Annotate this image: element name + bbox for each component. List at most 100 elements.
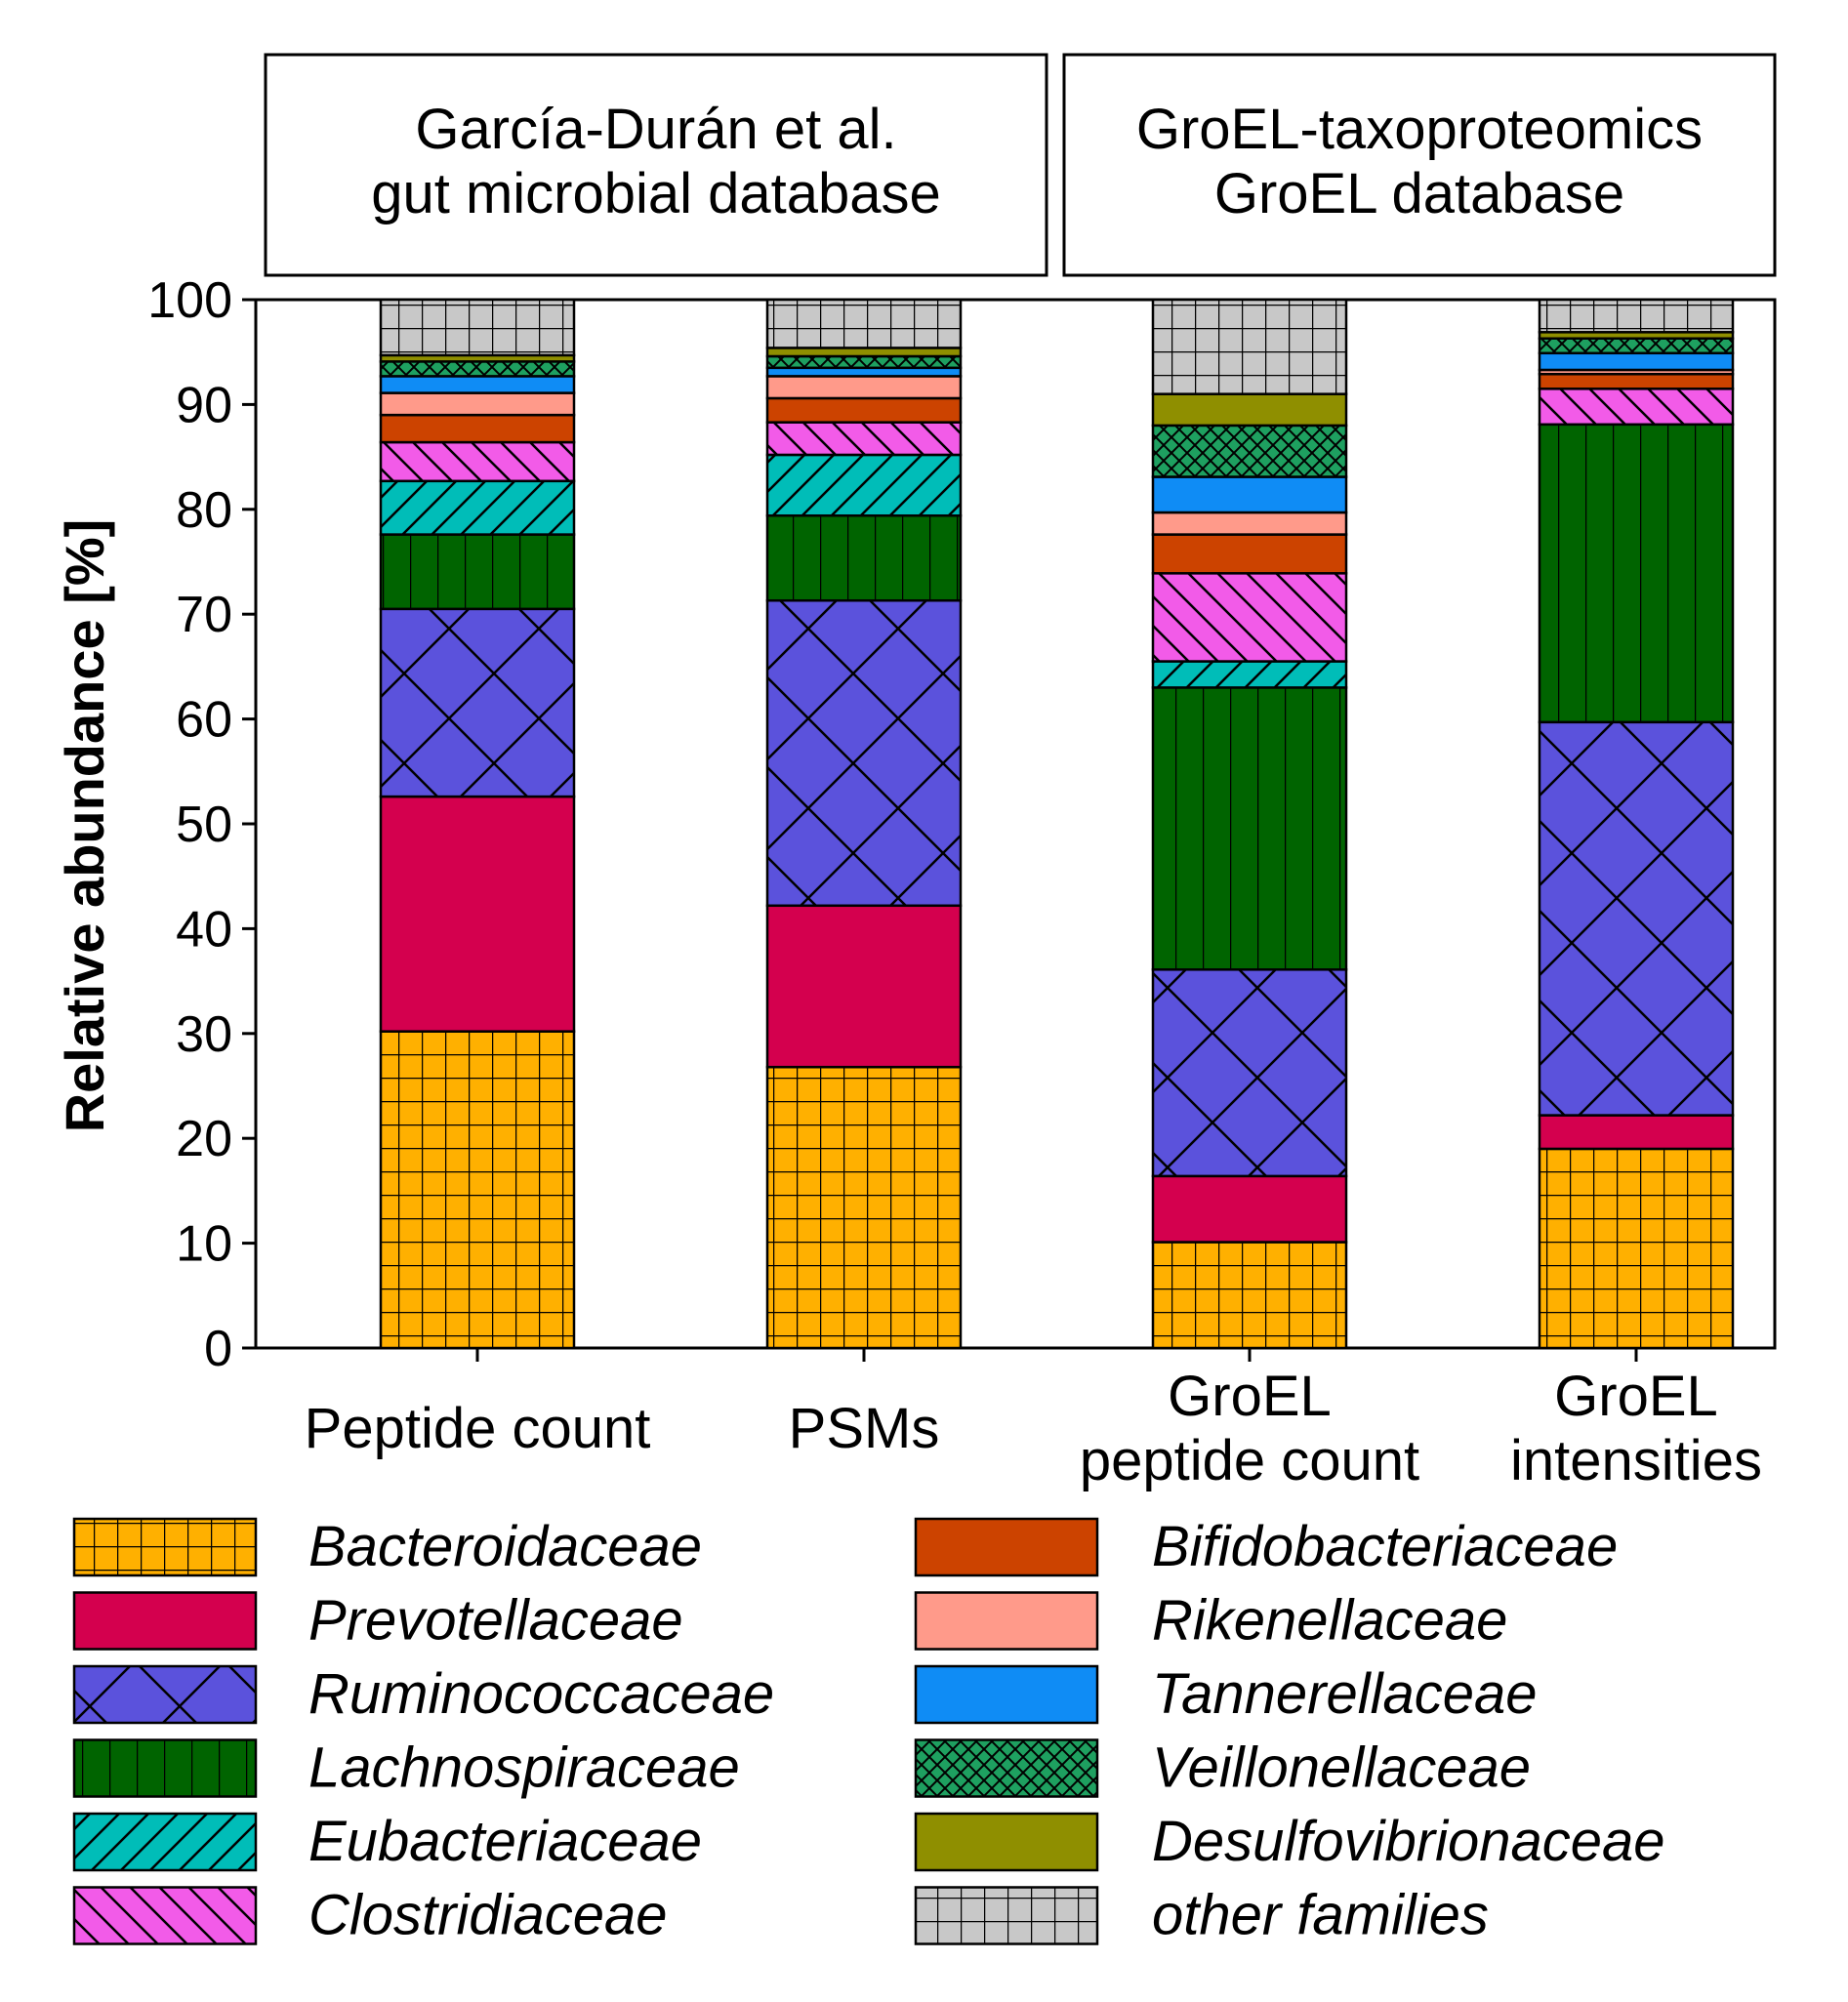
y-tick-label-40: 40 <box>176 901 232 958</box>
bar-1-ruminococcaceae-pattern <box>381 608 574 797</box>
x-category-label-2-line-1: PSMs <box>789 1397 940 1460</box>
legend-swatch-eubacteriaceae-outline <box>72 1812 258 1872</box>
bar-3-lachnospiraceae-pattern <box>1153 687 1346 970</box>
y-tick-label-10: 10 <box>176 1216 232 1273</box>
legend-swatch-clostridiaceae-pattern <box>74 1887 256 1944</box>
x-category-label-1-line-1: Peptide count <box>305 1397 651 1460</box>
legend-swatch-tannerellaceae-outline <box>914 1664 1099 1725</box>
bar-1-clostridiaceae-pattern <box>381 442 574 481</box>
legend-swatch-bifidobacteriaceae-outline <box>914 1517 1099 1577</box>
y-tick-label-60: 60 <box>176 692 232 749</box>
legend-swatch-prevotellaceae-outline <box>72 1591 258 1651</box>
legend-swatch-desulfovibrionaceae <box>916 1814 1097 1870</box>
x-category-label-3-line-2: peptide count <box>1080 1429 1419 1492</box>
bar-1-other-families-pattern <box>381 300 574 355</box>
legend-label-ruminococcaceae: Ruminococcaceae <box>308 1662 774 1726</box>
bar-1-desulfovibrionaceae <box>381 354 574 362</box>
y-tick-label-0: 0 <box>204 1321 232 1377</box>
legend-swatch-ruminococcaceae-pattern <box>74 1666 256 1723</box>
legend-swatch-prevotellaceae <box>74 1592 256 1650</box>
bar-2-bifidobacteriaceae <box>767 397 961 423</box>
legend-swatch-rikenellaceae <box>916 1592 1097 1650</box>
legend-label-tannerellaceae: Tannerellaceae <box>1152 1662 1538 1726</box>
bar-2-prevotellaceae <box>767 905 961 1068</box>
bar-1-bacteroidaceae-pattern <box>381 1031 574 1348</box>
panel-2-label-line-2: GroEL database <box>1214 162 1624 225</box>
legend-label-veillonellaceae: Veillonellaceae <box>1152 1736 1531 1800</box>
bar-1-eubacteriaceae-pattern <box>381 480 574 535</box>
bar-1-lachnospiraceae-pattern <box>381 534 574 609</box>
bar-2-lachnospiraceae-pattern <box>767 515 961 601</box>
bar-4-bacteroidaceae-pattern <box>1540 1148 1733 1348</box>
bar-4-other-families-outline <box>1538 298 1735 334</box>
bar-4-tannerellaceae <box>1540 352 1733 370</box>
legend-label-lachnospiraceae: Lachnospiraceae <box>308 1736 740 1800</box>
legend-label-bifidobacteriaceae: Bifidobacteriaceae <box>1152 1515 1618 1578</box>
bar-1-bifidobacteriaceae <box>381 415 574 443</box>
y-tick-label-80: 80 <box>176 482 232 539</box>
bar-2-other-families-pattern <box>767 300 961 348</box>
y-tick-label-30: 30 <box>176 1006 232 1063</box>
legend-swatch-other-families-outline <box>914 1886 1099 1945</box>
legend-label-clostridiaceae: Clostridiaceae <box>308 1884 668 1947</box>
bar-3-bifidobacteriaceae <box>1153 534 1346 574</box>
bar-4-veillonellaceae-pattern <box>1540 338 1733 353</box>
bar-3-prevotellaceae <box>1153 1175 1346 1243</box>
bar-4-lachnospiraceae-pattern <box>1540 424 1733 722</box>
legend-swatch-lachnospiraceae-pattern <box>74 1739 256 1797</box>
legend-swatch-clostridiaceae-outline <box>72 1886 258 1945</box>
bar-3-rikenellaceae <box>1153 512 1346 535</box>
panel-1-label-line-1: García-Durán et al. <box>415 98 896 161</box>
legend-swatch-tannerellaceae <box>916 1666 1097 1723</box>
legend-swatch-lachnospiraceae-outline <box>72 1738 258 1798</box>
legend: Bacteroidaceae Prevotellaceae Ruminococcac… <box>72 1515 1665 1947</box>
bar-3-other-families-pattern <box>1153 300 1346 394</box>
bar-2-ruminococcaceae-pattern <box>767 600 961 906</box>
bar-2-tannerellaceae <box>767 367 961 377</box>
bar-3-ruminococcaceae-pattern <box>1153 969 1346 1176</box>
bar-2-clostridiaceae-pattern <box>767 422 961 455</box>
y-axis: 0 10 20 30 40 50 60 70 80 90 100 <box>147 272 256 1377</box>
legend-swatch-other-families-pattern <box>916 1887 1097 1944</box>
bar-4-bifidobacteriaceae <box>1540 374 1733 389</box>
panel-1-label-line-2: gut microbial database <box>371 162 941 225</box>
panel-2-label-line-1: GroEL-taxoproteomics <box>1136 98 1703 161</box>
legend-swatch-rikenellaceae-outline <box>914 1591 1099 1651</box>
bar-4-clostridiaceae-pattern <box>1540 388 1733 425</box>
bar-1-rikenellaceae <box>381 392 574 416</box>
x-category-label-4-line-2: intensities <box>1510 1429 1762 1492</box>
bar-3-tannerellaceae <box>1153 476 1346 513</box>
legend-label-eubacteriaceae: Eubacteriaceae <box>308 1810 702 1873</box>
plot-area <box>254 298 1777 1350</box>
legend-label-bacteroidaceae: Bacteroidaceae <box>308 1515 702 1578</box>
panel-header-box-2 <box>1062 53 1777 277</box>
legend-swatch-veillonellaceae-outline <box>914 1738 1099 1798</box>
bar-4-prevotellaceae <box>1540 1115 1733 1149</box>
y-axis-label: Relative abundance [%] <box>54 519 115 1133</box>
bar-3-eubacteriaceae-pattern <box>1153 661 1346 688</box>
legend-label-other-families: other families <box>1152 1884 1489 1947</box>
x-category-label-4-line-1: GroEL <box>1554 1365 1718 1428</box>
legend-swatch-eubacteriaceae-pattern <box>74 1814 256 1870</box>
legend-label-desulfovibrionaceae: Desulfovibrionaceae <box>1152 1810 1665 1873</box>
bar-2-desulfovibrionaceae <box>767 347 961 356</box>
bar-2-rikenellaceae <box>767 376 961 398</box>
bar-1-prevotellaceae <box>381 797 574 1032</box>
bar-4-other-families-pattern <box>1540 300 1733 333</box>
legend-swatch-bacteroidaceae-outline <box>72 1517 258 1577</box>
bar-1-veillonellaceae-pattern <box>381 361 574 377</box>
bar-3-veillonellaceae-pattern <box>1153 425 1346 477</box>
bar-3-desulfovibrionaceae <box>1153 393 1346 426</box>
bar-2-other-families-outline <box>765 298 963 349</box>
bar-3-clostridiaceae-pattern <box>1153 573 1346 662</box>
y-tick-label-20: 20 <box>176 1111 232 1167</box>
legend-swatch-desulfovibrionaceae-outline <box>914 1812 1099 1872</box>
bar-2-veillonellaceae-pattern <box>767 355 961 368</box>
y-tick-label-50: 50 <box>176 797 232 853</box>
bar-1-other-families-outline <box>379 298 576 357</box>
bar-2-bacteroidaceae-pattern <box>767 1067 961 1348</box>
legend-label-prevotellaceae: Prevotellaceae <box>308 1589 683 1653</box>
legend-label-rikenellaceae: Rikenellaceae <box>1152 1589 1507 1653</box>
